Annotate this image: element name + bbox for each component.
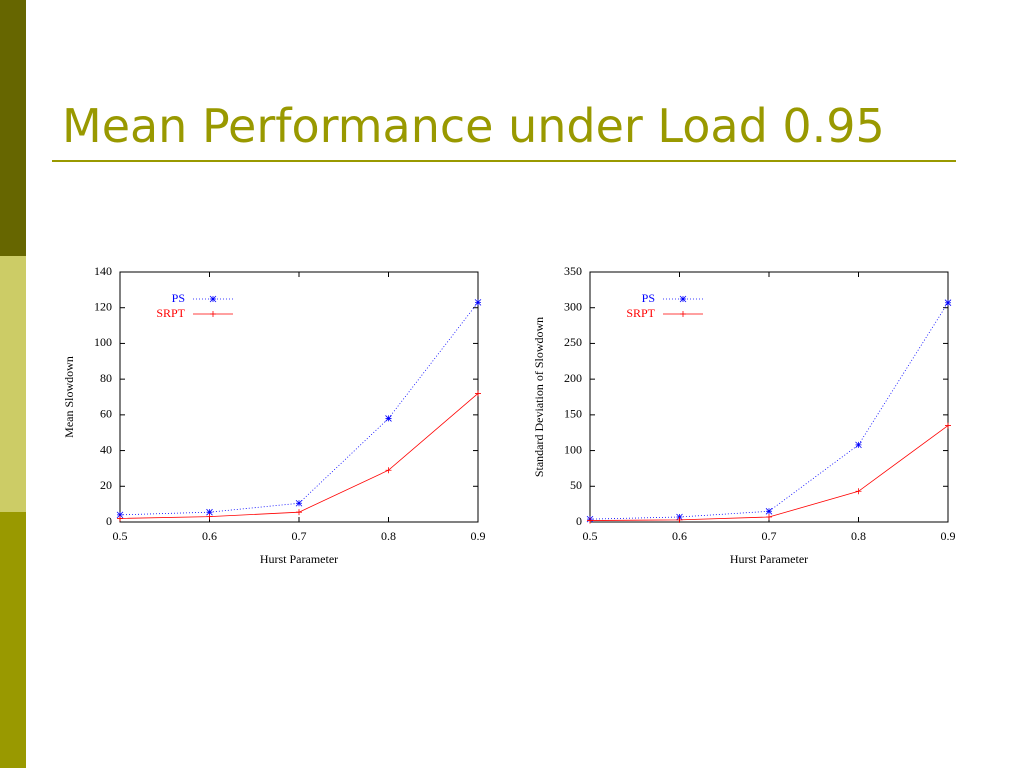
data-point [474, 299, 482, 306]
y-tick-label: 60 [100, 407, 112, 421]
y-tick-label: 250 [564, 335, 582, 349]
x-tick-label: 0.6 [202, 529, 217, 543]
side-bar [0, 0, 26, 256]
legend-marker [209, 295, 217, 303]
legend-label: PS [642, 291, 655, 305]
x-tick-label: 0.6 [672, 529, 687, 543]
side-bar [0, 256, 26, 512]
data-point [765, 508, 773, 515]
y-tick-label: 120 [94, 299, 112, 313]
y-tick-label: 350 [564, 264, 582, 278]
data-point [855, 488, 862, 495]
data-point [475, 390, 481, 397]
data-point [385, 415, 392, 422]
y-tick-label: 0 [106, 514, 112, 528]
data-point [385, 467, 392, 474]
y-tick-label: 150 [564, 407, 582, 421]
data-point [945, 422, 951, 429]
legend-label: SRPT [626, 306, 655, 320]
data-point [206, 513, 213, 520]
y-tick-label: 50 [570, 478, 582, 492]
y-tick-label: 40 [100, 442, 112, 456]
data-line [119, 393, 479, 519]
data-line [589, 425, 949, 521]
data-point [206, 508, 213, 516]
data-point [855, 441, 862, 449]
x-axis-label: Hurst Parameter [730, 552, 808, 566]
y-tick-label: 200 [564, 371, 582, 385]
slide-title: Mean Performance under Load 0.95 [62, 99, 885, 153]
legend-label: PS [172, 291, 185, 305]
x-tick-label: 0.8 [381, 529, 396, 543]
data-point [766, 514, 772, 520]
x-tick-label: 0.9 [471, 529, 486, 543]
y-tick-label: 20 [100, 478, 112, 492]
chart: 0 50 100 150 200 250 300 350 0.5 0.6 0.7 0.8 0.9 Hurs… [532, 264, 956, 566]
data-line [119, 302, 479, 516]
data-point [295, 499, 303, 507]
x-tick-label: 0.9 [941, 529, 956, 543]
legend-marker [210, 311, 216, 317]
legend-label: SRPT [156, 306, 185, 320]
data-point [116, 511, 124, 519]
y-axis-label: Standard Deviation of Slowdown [532, 317, 546, 477]
y-tick-label: 100 [564, 442, 582, 456]
x-tick-label: 0.7 [762, 529, 777, 543]
y-tick-label: 300 [564, 299, 582, 313]
x-tick-label: 0.5 [583, 529, 598, 543]
x-axis-label: Hurst Parameter [260, 552, 338, 566]
y-tick-label: 100 [94, 335, 112, 349]
legend-marker [679, 295, 687, 303]
data-point [676, 516, 683, 523]
data-point [117, 515, 123, 522]
data-line [589, 302, 949, 520]
data-point [944, 299, 952, 306]
chart: 0 20 40 60 80 100 120 140 0.5 0.6 0.7 0.8 0.9 Hurst P… [62, 264, 486, 566]
data-point [296, 509, 302, 516]
legend-marker [680, 311, 686, 317]
x-tick-label: 0.8 [851, 529, 866, 543]
y-axis-label: Mean Slowdown [62, 356, 76, 438]
x-tick-label: 0.7 [292, 529, 307, 543]
y-tick-label: 140 [94, 264, 112, 278]
data-point [587, 517, 593, 524]
x-tick-label: 0.5 [113, 529, 128, 543]
y-tick-label: 0 [576, 514, 582, 528]
side-bar [0, 512, 26, 768]
y-tick-label: 80 [100, 371, 112, 385]
